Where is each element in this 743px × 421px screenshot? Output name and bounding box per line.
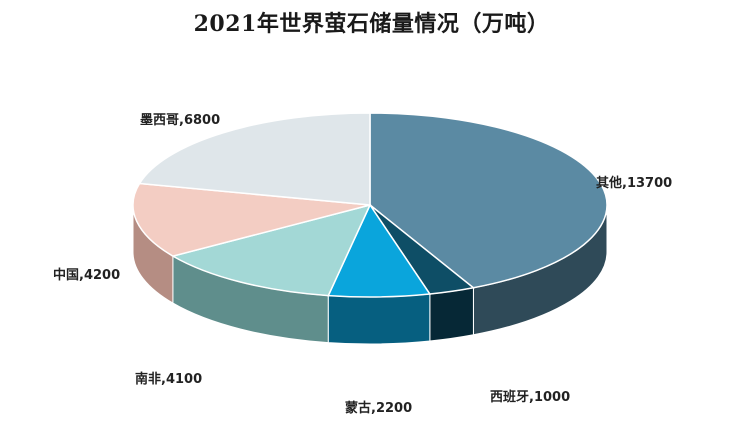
pie-slice-4 [132,182,371,257]
pie-side-1 [429,287,474,342]
data-label-5: 墨西哥,6800 [140,112,220,128]
pie-side-2 [327,293,431,345]
data-label-1: 西班牙,1000 [490,389,570,405]
data-label-3: 南非,4100 [135,371,202,387]
data-label-4: 中国,4200 [53,267,120,283]
pie-slice-0 [369,112,608,289]
data-label-0: 其他,13700 [596,175,672,191]
pie-slice-5 [138,112,371,206]
chart-title: 2021年世界萤石储量情况（万吨） [193,11,550,37]
data-label-2: 蒙古,2200 [345,400,412,416]
pie-slice-3 [170,203,372,297]
